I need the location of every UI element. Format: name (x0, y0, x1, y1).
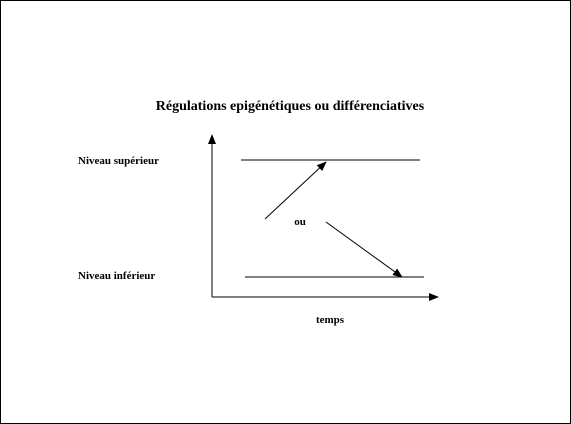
upper-label: Niveau supérieur (78, 155, 159, 167)
title: Régulations epigénétiques ou différencia… (156, 99, 425, 114)
x-axis-label: temps (316, 314, 345, 326)
up-arrow (264, 161, 327, 220)
or-label: ou (294, 216, 306, 228)
lower-label: Niveau inférieur (78, 270, 155, 282)
down-arrow (325, 221, 403, 278)
